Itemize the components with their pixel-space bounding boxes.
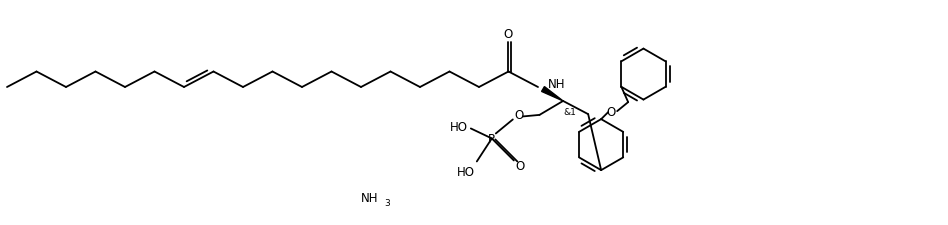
Text: HO: HO — [449, 120, 467, 133]
Text: NH: NH — [361, 192, 379, 205]
Text: O: O — [607, 105, 616, 118]
Text: NH: NH — [548, 77, 566, 90]
Text: P: P — [488, 132, 495, 145]
Text: O: O — [515, 159, 524, 172]
Text: &1: &1 — [564, 108, 576, 117]
Text: 3: 3 — [385, 198, 391, 207]
Text: O: O — [514, 108, 523, 122]
Text: O: O — [504, 28, 513, 41]
Text: HO: HO — [457, 165, 475, 178]
Polygon shape — [541, 87, 563, 101]
